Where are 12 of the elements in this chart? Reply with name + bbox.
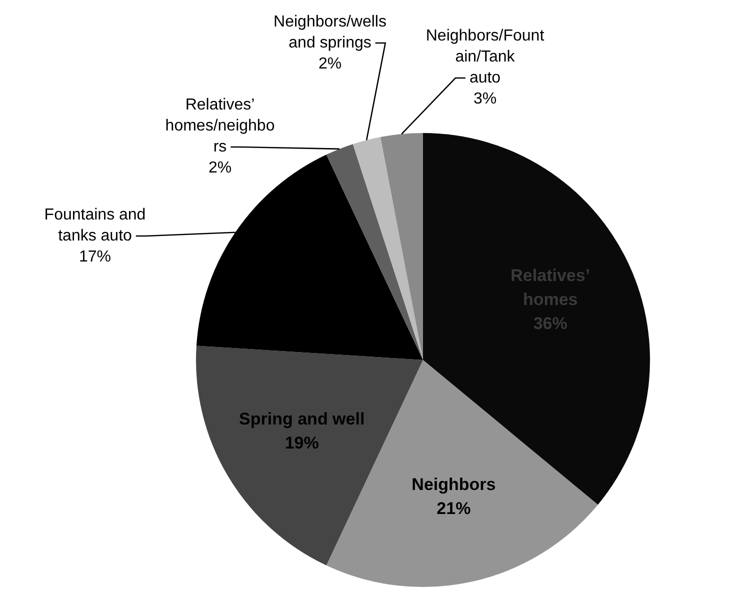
slice-label: Neighbors/wells and springs xyxy=(274,13,386,52)
slice-label: Spring and well xyxy=(239,409,365,428)
slice-label: Neighbors xyxy=(412,475,496,494)
slice-label: Fountains and tanks auto xyxy=(44,206,146,244)
data-label: 21% xyxy=(436,499,471,518)
data-label: 2% xyxy=(318,55,342,72)
slice-label: Neighbors/Fountain/Tank auto xyxy=(426,27,545,86)
data-label: 19% xyxy=(284,433,319,452)
slice-label: Relatives’ homes/neighbors xyxy=(165,96,275,156)
data-label: 17% xyxy=(78,248,112,266)
data-label: 3% xyxy=(473,90,497,108)
data-label: 2% xyxy=(208,159,232,176)
